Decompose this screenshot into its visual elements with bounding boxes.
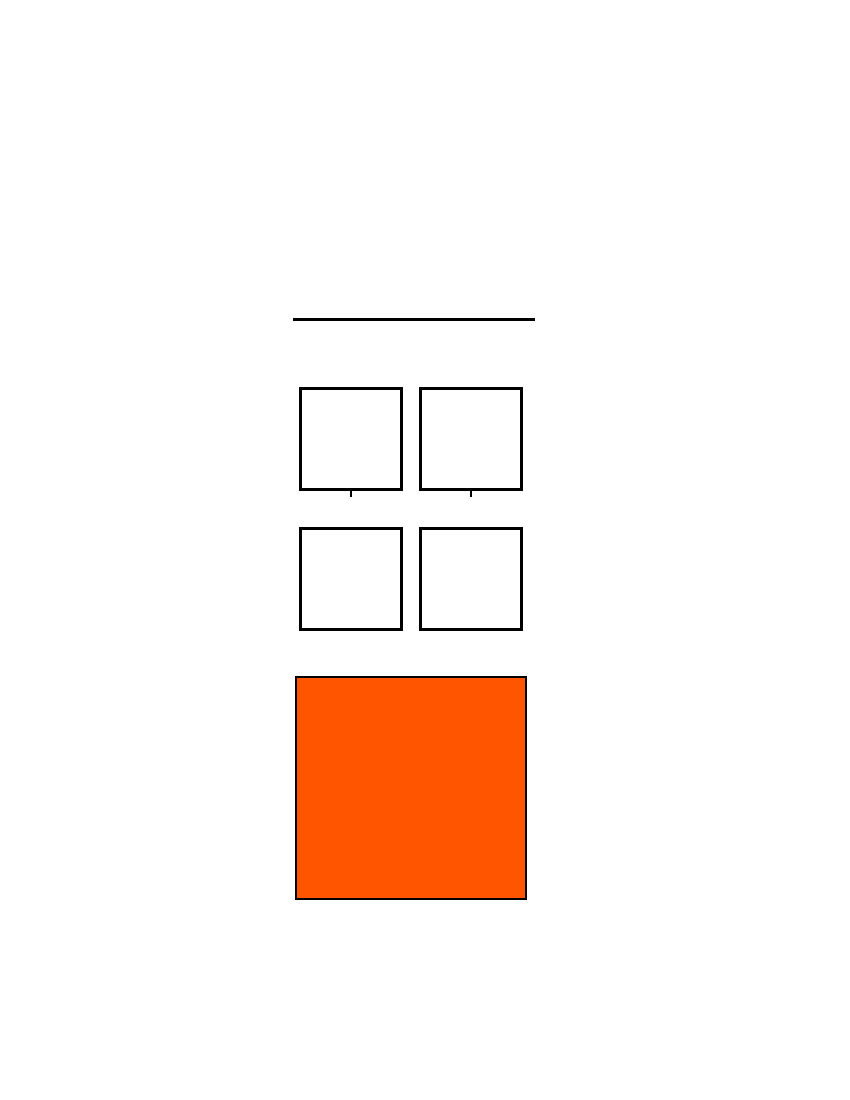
- zoom-waveform-box-right: [419, 387, 523, 491]
- waveform-traces-canvas: [295, 168, 535, 296]
- zoom-tick-right: [470, 491, 472, 497]
- splitting-contour-canvas: [297, 678, 525, 898]
- splitting-contour-plot: [295, 676, 527, 900]
- zoom-waveform-canvas-left: [302, 390, 400, 488]
- zoom-tick-left: [350, 491, 352, 497]
- particle-motion-box-original: [299, 527, 403, 631]
- particle-motion-box-corrected: [419, 527, 523, 631]
- zoom-waveform-canvas-right: [422, 390, 520, 488]
- particle-motion-canvas-corrected: [422, 530, 520, 628]
- particle-motion-canvas-original: [302, 530, 400, 628]
- time-axis-line: [293, 318, 535, 321]
- zoom-waveform-box-left: [299, 387, 403, 491]
